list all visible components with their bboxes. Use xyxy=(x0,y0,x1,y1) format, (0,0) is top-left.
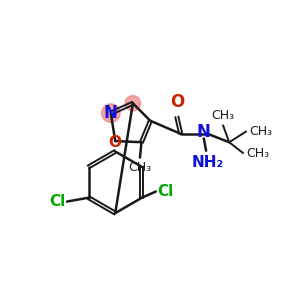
Text: N: N xyxy=(197,123,211,141)
Text: NH₂: NH₂ xyxy=(192,154,224,169)
Text: O: O xyxy=(170,94,184,112)
Text: Cl: Cl xyxy=(49,194,65,209)
Circle shape xyxy=(102,104,120,122)
Text: CH₃: CH₃ xyxy=(212,109,235,122)
Text: CH₃: CH₃ xyxy=(128,161,152,174)
Text: Cl: Cl xyxy=(157,184,174,199)
Circle shape xyxy=(125,96,141,111)
Text: CH₃: CH₃ xyxy=(249,125,272,138)
Text: O: O xyxy=(108,135,121,150)
Text: N: N xyxy=(104,104,118,122)
Text: CH₃: CH₃ xyxy=(246,146,269,160)
